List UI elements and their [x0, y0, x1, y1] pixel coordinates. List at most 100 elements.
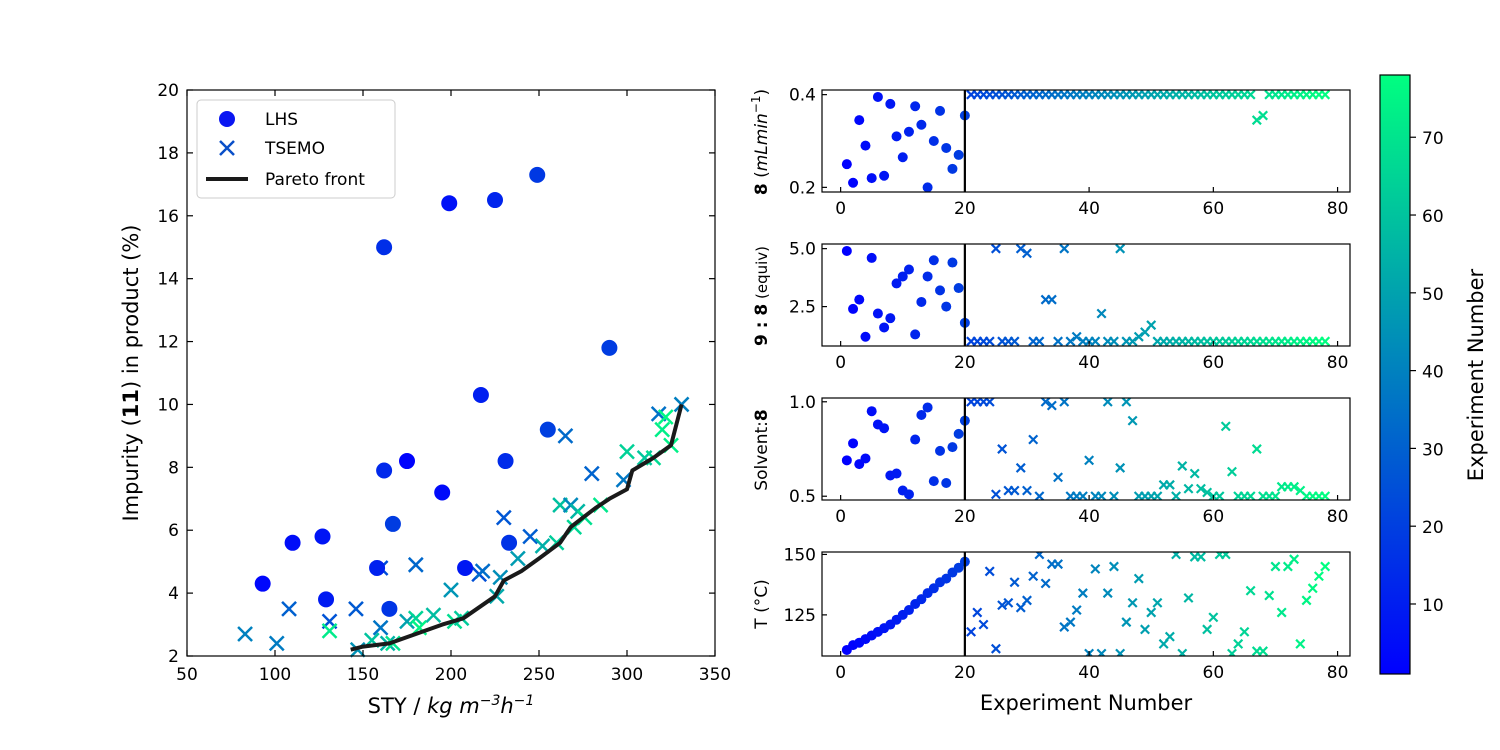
x-tick-label: 350: [699, 665, 731, 685]
temperature-plot: 0 20 40 60 80 125 150: [784, 545, 1351, 683]
lhs-point: [941, 301, 952, 312]
lhs-point: [891, 278, 902, 289]
lhs-point: [941, 573, 952, 584]
lhs-point: [903, 264, 914, 275]
tsemo-point: [1307, 583, 1318, 594]
tsemo-point: [1065, 336, 1076, 346]
tsemo-point: [1164, 479, 1175, 490]
temperature-plot-marks: [841, 552, 1331, 656]
lhs-point: [879, 423, 890, 434]
lhs-point: [885, 313, 896, 324]
lhs-point: [529, 166, 546, 183]
tsemo-point: [1009, 336, 1020, 346]
tsemo-point: [1152, 491, 1163, 500]
tsemo-point: [1009, 577, 1020, 588]
y-tick-label: 4: [168, 584, 179, 604]
tsemo-point: [1053, 336, 1064, 346]
lhs-point: [903, 605, 914, 616]
lhs-point: [848, 303, 859, 314]
lhs-point: [601, 339, 618, 356]
temperature-plot-frame: [821, 551, 1351, 657]
tsemo-point: [1258, 110, 1269, 121]
tsemo-point: [1189, 468, 1200, 479]
x-tick-label: 60: [1203, 663, 1225, 683]
pareto-plot: 50 100 150 200 250 300 350 2 4 6 8 10 12 14 16 18 20 STY…: [119, 81, 731, 718]
colorbar-tick-label: 30: [1422, 440, 1444, 460]
tsemo-point: [509, 550, 526, 567]
lhs-point: [947, 163, 958, 174]
tsemo-point: [1108, 491, 1119, 500]
solvent-plot: 0 20 40 60 80 0.5 1.0: [789, 393, 1351, 527]
tsemo-point: [1133, 573, 1144, 584]
lhs-point: [376, 239, 393, 256]
flow-rate-plot-frame: [821, 89, 1351, 193]
y-tick-label: 2: [168, 647, 179, 667]
tsemo-point: [1084, 455, 1095, 466]
tsemo-point: [1046, 294, 1057, 305]
tsemo-point: [1146, 607, 1157, 618]
lhs-point: [916, 119, 927, 130]
legend-label-pareto: Pareto front: [265, 170, 365, 190]
lhs-point: [318, 591, 335, 608]
tsemo-point: [1320, 491, 1331, 500]
tsemo-point: [1121, 617, 1132, 628]
lhs-point: [472, 387, 489, 404]
tsemo-point: [1090, 336, 1101, 346]
lhs-point: [487, 192, 503, 209]
lhs-point: [314, 528, 331, 545]
tsemo-point: [1108, 336, 1119, 346]
tsemo-point: [1127, 415, 1138, 426]
x-tick-label: 60: [1203, 507, 1225, 527]
tsemo-point: [1102, 398, 1113, 407]
colorbar-tick-label: 10: [1422, 596, 1444, 616]
tsemo-point: [522, 528, 539, 545]
tsemo-point: [1320, 336, 1331, 346]
lhs-point: [381, 600, 398, 617]
lhs-point: [916, 410, 927, 420]
solvent-y-axis-label: Solvent:8: [752, 409, 772, 490]
y-tick-label: 8: [168, 458, 179, 478]
tsemo-point: [1022, 595, 1032, 606]
tsemo-point: [1227, 466, 1237, 477]
colorbar-tick-label: 70: [1422, 129, 1444, 149]
lhs-point: [866, 406, 877, 417]
tsemo-point: [1090, 563, 1101, 574]
lhs-point: [376, 462, 393, 479]
tsemo-point: [1071, 331, 1082, 342]
flow-rate-plot-marks: [841, 90, 1331, 192]
tsemo-point: [619, 443, 635, 460]
x-tick-label: 20: [954, 199, 976, 219]
flow-rate-plot: 0 20 40 60 80 0.2 0.4: [789, 86, 1351, 219]
tsemo-point: [348, 600, 364, 617]
equiv-plot-frame: [821, 243, 1351, 347]
lhs-point: [947, 442, 958, 453]
tsemo-point: [1301, 595, 1312, 606]
tsemo-point: [1028, 434, 1039, 445]
lhs-point: [935, 285, 946, 296]
tsemo-point: [1195, 483, 1206, 494]
tsemo-point: [495, 509, 512, 526]
y-tick-label: 16: [157, 207, 179, 227]
colorbar-label: Experiment Number: [1464, 268, 1488, 481]
lhs-point: [941, 142, 952, 153]
tsemo-point: [1034, 491, 1045, 500]
colorbar-ticks: 10 20 30 40 50 60 70: [1410, 129, 1444, 616]
x-tick-label: 250: [523, 665, 555, 685]
x-tick-label: 80: [1327, 353, 1349, 373]
x-tick-label: 20: [954, 353, 976, 373]
tsemo-point: [1034, 552, 1045, 560]
pareto-marks: [237, 166, 690, 658]
lhs-point: [860, 331, 871, 342]
tsemo-point: [1183, 483, 1194, 494]
tsemo-point: [997, 444, 1008, 454]
tsemo-point: [1108, 561, 1119, 572]
x-tick-label: 80: [1327, 507, 1349, 527]
tsemo-point: [1096, 491, 1107, 500]
lhs-point: [854, 294, 865, 305]
tsemo-point: [1053, 472, 1064, 483]
tsemo-point: [1183, 592, 1194, 603]
tsemo-point: [1065, 617, 1076, 628]
legend-marker-lhs: [219, 111, 235, 127]
lhs-point: [897, 271, 908, 282]
lhs-point: [860, 140, 871, 151]
